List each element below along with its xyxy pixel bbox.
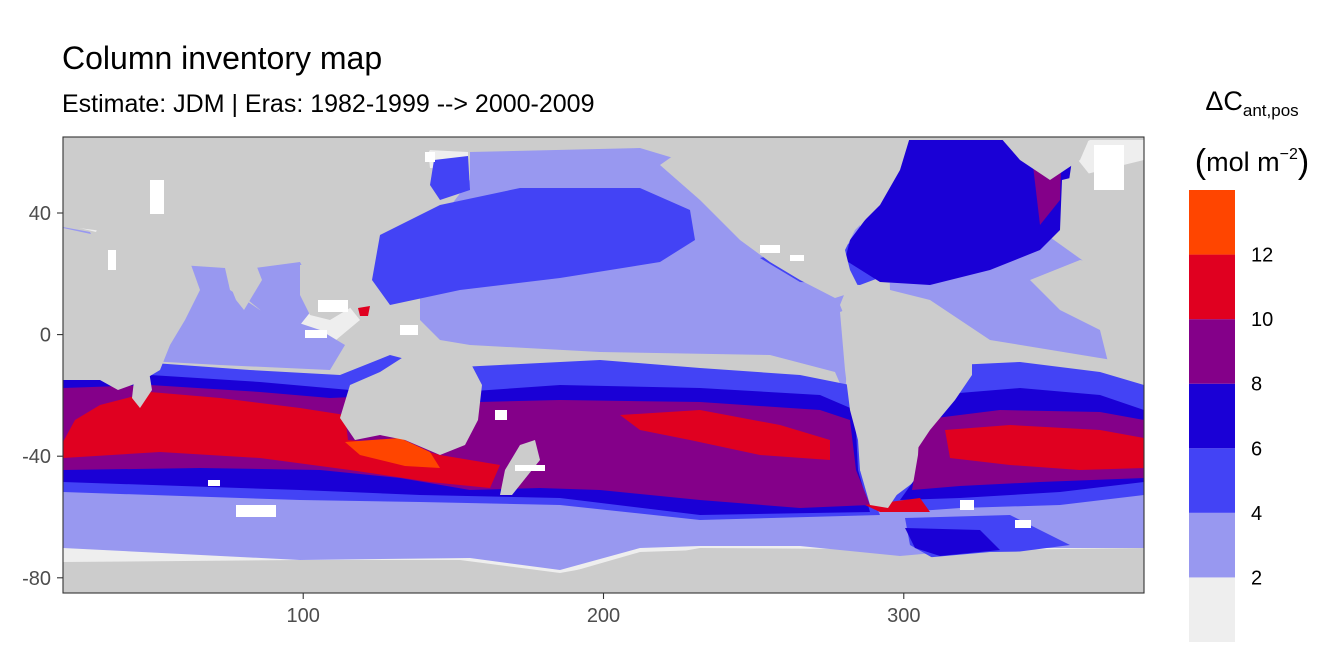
subtitle-estimate: Estimate: JDM <box>62 90 225 118</box>
legend-break-label: 2 <box>1251 567 1262 589</box>
legend-break-label: 12 <box>1251 245 1273 267</box>
x-tick-label: 200 <box>587 605 620 627</box>
subtitle-separator: | <box>224 90 245 118</box>
australia <box>340 356 482 455</box>
legend-break-label: 10 <box>1251 309 1273 331</box>
legend-swatch <box>1189 577 1235 642</box>
north-america <box>660 137 910 298</box>
legend-unit: mol m <box>1206 147 1280 177</box>
legend-swatch <box>1189 254 1235 320</box>
antarctica <box>63 550 1144 593</box>
india <box>225 262 262 310</box>
legend-paren-open: ( <box>1194 143 1207 181</box>
legend-colorbar: 2 4 6 8 10 12 <box>1189 190 1273 642</box>
legend-break-label: 6 <box>1251 438 1262 460</box>
legend-title-unit: (mol m−2) <box>1184 139 1320 181</box>
legend-swatch <box>1189 190 1235 255</box>
madagascar <box>132 365 152 408</box>
legend-paren-close: ) <box>1297 143 1310 181</box>
asia-north <box>63 137 430 262</box>
bin-patches-12-14 <box>345 438 440 468</box>
map-subtitle: Estimate: JDM | Eras: 1982-1999 --> 2000… <box>62 88 594 120</box>
y-tick-label: 0 <box>40 325 51 347</box>
y-tick-label: 40 <box>29 203 51 225</box>
legend-subscript: ant,pos <box>1242 101 1299 120</box>
coastal-speckles <box>108 145 1124 528</box>
west-africa <box>1030 260 1144 380</box>
legend-unit-exponent: −2 <box>1279 146 1298 163</box>
legend-swatch <box>1189 319 1235 384</box>
south-america <box>840 300 972 508</box>
legend-break-label: 8 <box>1251 374 1262 396</box>
map-title: Column inventory map <box>62 40 383 76</box>
bin-patches-10-12 <box>63 148 1144 512</box>
southeast-asia <box>300 262 365 320</box>
legend-swatch <box>1189 448 1235 513</box>
y-tick-label: -40 <box>22 446 51 468</box>
legend-swatch <box>1189 383 1235 449</box>
new-guinea <box>410 340 470 362</box>
x-tick-label: 100 <box>287 605 320 627</box>
greenland <box>1000 137 1090 180</box>
land-masses <box>63 137 1144 593</box>
map-panel <box>63 137 1144 593</box>
x-tick-label: 300 <box>887 605 920 627</box>
legend-title-variable: ΔCant,pos <box>1184 85 1320 127</box>
africa <box>63 228 200 390</box>
legend-swatch <box>1189 512 1235 578</box>
legend-symbol: ΔC <box>1205 86 1243 116</box>
subtitle-eras: Eras: 1982-1999 --> 2000-2009 <box>244 90 595 118</box>
legend-break-label: 4 <box>1251 503 1262 525</box>
y-tick-label: -80 <box>22 568 51 590</box>
